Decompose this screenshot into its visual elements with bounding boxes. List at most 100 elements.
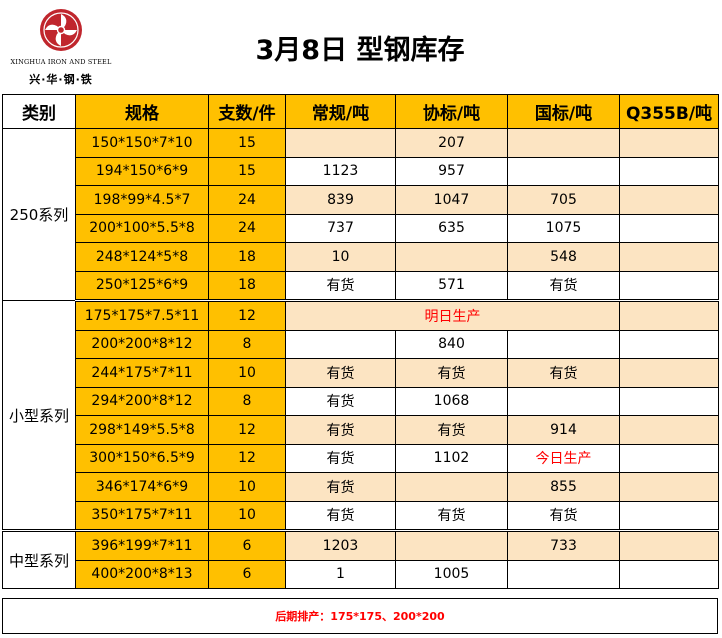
regular-cell bbox=[285, 329, 396, 359]
table-row: 198*99*4.5*7 24 839 1047 705 bbox=[3, 185, 719, 215]
qty-cell: 10 bbox=[208, 472, 286, 502]
spec-cell: 200*200*8*12 bbox=[75, 329, 209, 359]
qty-cell: 8 bbox=[208, 386, 286, 416]
assoc-cell: 635 bbox=[395, 213, 508, 243]
national-cell bbox=[507, 559, 620, 589]
category-cell: 小型系列 bbox=[2, 300, 76, 532]
page-title: 3月8日 型钢库存 bbox=[255, 35, 465, 66]
national-cell: 733 bbox=[507, 530, 620, 561]
production-schedule-note: 后期排产：175*175、200*200 bbox=[2, 598, 718, 634]
national-cell bbox=[507, 128, 620, 158]
national-cell bbox=[507, 386, 620, 416]
assoc-cell: 571 bbox=[395, 270, 508, 302]
regular-cell: 有货 bbox=[285, 443, 396, 473]
column-header-spec: 规格 bbox=[75, 94, 209, 129]
regular-cell: 有货 bbox=[285, 358, 396, 388]
spec-cell: 198*99*4.5*7 bbox=[75, 185, 209, 215]
qty-cell: 12 bbox=[208, 415, 286, 445]
category-cell: 中型系列 bbox=[2, 530, 76, 589]
national-cell: 548 bbox=[507, 242, 620, 272]
regular-cell bbox=[285, 128, 396, 158]
column-header-category: 类别 bbox=[2, 94, 76, 129]
national-cell bbox=[507, 329, 620, 359]
table-row: 248*124*5*8 18 10 548 bbox=[3, 242, 719, 272]
q355b-cell bbox=[619, 443, 719, 473]
qty-cell: 15 bbox=[208, 156, 286, 186]
q355b-cell bbox=[619, 213, 719, 243]
q355b-cell bbox=[619, 242, 719, 272]
spec-cell: 396*199*7*11 bbox=[75, 530, 209, 561]
table-row: 中型系列 396*199*7*11 6 1203 733 bbox=[2, 530, 719, 589]
table-row: 250系列 150*150*7*10 15 207 bbox=[2, 128, 719, 301]
regular-cell: 1123 bbox=[285, 156, 396, 186]
assoc-cell: 1102 bbox=[395, 443, 508, 473]
regular-cell: 有货 bbox=[285, 472, 396, 502]
column-header-q355b: Q355B/吨 bbox=[619, 94, 719, 129]
column-header-qty: 支数/件 bbox=[208, 94, 286, 129]
table-row: 200*200*8*12 8 840 bbox=[3, 329, 719, 359]
column-header-assoc: 协标/吨 bbox=[395, 94, 508, 129]
national-cell: 855 bbox=[507, 472, 620, 502]
q355b-cell bbox=[619, 500, 719, 532]
assoc-cell bbox=[395, 472, 508, 502]
assoc-cell: 1005 bbox=[395, 559, 508, 589]
spec-cell: 298*149*5.5*8 bbox=[75, 415, 209, 445]
qty-cell: 8 bbox=[208, 329, 286, 359]
q355b-cell bbox=[619, 300, 719, 331]
table-row: 200*100*5.5*8 24 737 635 1075 bbox=[3, 213, 719, 243]
company-name-english: XINGHUA IRON AND STEEL bbox=[10, 58, 112, 66]
regular-cell: 1203 bbox=[285, 530, 396, 561]
qty-cell: 18 bbox=[208, 270, 286, 302]
q355b-cell bbox=[619, 415, 719, 445]
national-cell: 有货 bbox=[507, 270, 620, 302]
spec-cell: 200*100*5.5*8 bbox=[75, 213, 209, 243]
regular-cell: 有货 bbox=[285, 386, 396, 416]
q355b-cell bbox=[619, 386, 719, 416]
assoc-cell: 207 bbox=[395, 128, 508, 158]
spec-cell: 346*174*6*9 bbox=[75, 472, 209, 502]
sheet-header: XINGHUA IRON AND STEEL 兴·华·钢·铁 3月8日 型钢库存 bbox=[0, 0, 722, 94]
national-cell: 今日生产 bbox=[507, 443, 620, 473]
qty-cell: 10 bbox=[208, 358, 286, 388]
qty-cell: 15 bbox=[208, 128, 286, 158]
spec-cell: 150*150*7*10 bbox=[75, 128, 209, 158]
table-row: 244*175*7*11 10 有货 有货 有货 bbox=[3, 358, 719, 388]
pinwheel-logo-icon bbox=[40, 9, 82, 51]
regular-cell: 有货 bbox=[285, 270, 396, 302]
national-cell: 705 bbox=[507, 185, 620, 215]
q355b-cell bbox=[619, 559, 719, 589]
q355b-cell bbox=[619, 530, 719, 561]
national-cell: 有货 bbox=[507, 500, 620, 532]
regular-cell: 1 bbox=[285, 559, 396, 589]
regular-cell: 839 bbox=[285, 185, 396, 215]
qty-cell: 6 bbox=[208, 530, 286, 561]
column-header-regular: 常规/吨 bbox=[285, 94, 396, 129]
spec-cell: 350*175*7*11 bbox=[75, 500, 209, 532]
assoc-cell bbox=[395, 530, 508, 561]
table-row: 294*200*8*12 8 有货 1068 bbox=[3, 386, 719, 416]
column-header-national: 国标/吨 bbox=[507, 94, 620, 129]
qty-cell: 6 bbox=[208, 559, 286, 589]
spec-cell: 300*150*6.5*9 bbox=[75, 443, 209, 473]
qty-cell: 18 bbox=[208, 242, 286, 272]
qty-cell: 10 bbox=[208, 500, 286, 532]
qty-cell: 12 bbox=[208, 300, 286, 331]
q355b-cell bbox=[619, 156, 719, 186]
assoc-cell: 有货 bbox=[395, 415, 508, 445]
qty-cell: 24 bbox=[208, 185, 286, 215]
spec-cell: 400*200*8*13 bbox=[75, 559, 209, 589]
company-logo: XINGHUA IRON AND STEEL 兴·华·钢·铁 bbox=[8, 8, 114, 92]
regular-cell: 737 bbox=[285, 213, 396, 243]
national-cell: 1075 bbox=[507, 213, 620, 243]
qty-cell: 12 bbox=[208, 443, 286, 473]
regular-cell: 有货 bbox=[285, 500, 396, 532]
assoc-cell: 1068 bbox=[395, 386, 508, 416]
table-row: 250*125*6*9 18 有货 571 有货 bbox=[3, 270, 719, 302]
national-cell bbox=[507, 156, 620, 186]
spec-cell: 244*175*7*11 bbox=[75, 358, 209, 388]
q355b-cell bbox=[619, 270, 719, 302]
category-cell: 250系列 bbox=[2, 128, 76, 301]
assoc-cell: 840 bbox=[395, 329, 508, 359]
national-cell: 有货 bbox=[507, 358, 620, 388]
